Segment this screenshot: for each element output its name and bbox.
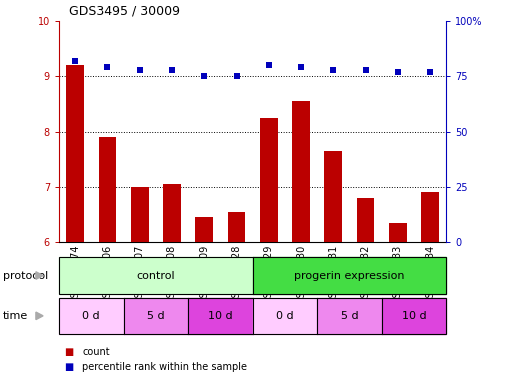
Text: time: time	[3, 311, 28, 321]
Text: 0 d: 0 d	[276, 311, 294, 321]
Text: ■: ■	[64, 362, 73, 372]
Bar	[195, 217, 213, 242]
Bar	[228, 212, 245, 242]
Bar	[66, 65, 84, 242]
Point	[103, 65, 111, 71]
Bar	[260, 118, 278, 242]
Bar	[357, 198, 374, 242]
Text: percentile rank within the sample: percentile rank within the sample	[82, 362, 247, 372]
Point	[135, 67, 144, 73]
Bar	[389, 223, 407, 242]
Bar	[324, 151, 342, 242]
Text: 0 d: 0 d	[83, 311, 100, 321]
Point	[200, 73, 208, 79]
Text: 5 d: 5 d	[341, 311, 358, 321]
Point	[297, 65, 305, 71]
Point	[394, 69, 402, 75]
Text: protocol: protocol	[3, 270, 48, 281]
Point	[265, 62, 273, 68]
Text: count: count	[82, 347, 110, 357]
Text: GDS3495 / 30009: GDS3495 / 30009	[69, 4, 180, 17]
Point	[426, 69, 435, 75]
Point	[362, 67, 370, 73]
Bar	[421, 192, 439, 242]
Bar	[163, 184, 181, 242]
Text: 10 d: 10 d	[402, 311, 426, 321]
Point	[168, 67, 176, 73]
Point	[329, 67, 338, 73]
Bar	[292, 101, 310, 242]
Text: control: control	[136, 270, 175, 281]
Point	[71, 58, 79, 64]
Bar	[131, 187, 149, 242]
Text: ■: ■	[64, 347, 73, 357]
Text: progerin expression: progerin expression	[294, 270, 405, 281]
Bar	[98, 137, 116, 242]
Text: 10 d: 10 d	[208, 311, 233, 321]
Text: 5 d: 5 d	[147, 311, 165, 321]
Point	[232, 73, 241, 79]
